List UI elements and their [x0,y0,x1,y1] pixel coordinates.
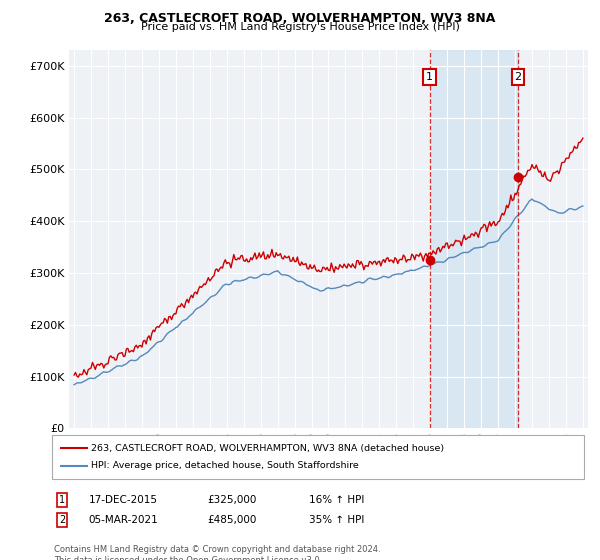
Text: 16% ↑ HPI: 16% ↑ HPI [309,495,364,505]
Text: 1: 1 [426,72,433,82]
Text: £325,000: £325,000 [207,495,256,505]
Text: 2: 2 [59,515,65,525]
Text: 17-DEC-2015: 17-DEC-2015 [89,495,158,505]
Text: 2: 2 [514,72,521,82]
Text: 35% ↑ HPI: 35% ↑ HPI [309,515,364,525]
Text: £485,000: £485,000 [207,515,256,525]
Text: HPI: Average price, detached house, South Staffordshire: HPI: Average price, detached house, Sout… [91,461,359,470]
Text: 263, CASTLECROFT ROAD, WOLVERHAMPTON, WV3 8NA (detached house): 263, CASTLECROFT ROAD, WOLVERHAMPTON, WV… [91,444,445,452]
Text: Contains HM Land Registry data © Crown copyright and database right 2024.
This d: Contains HM Land Registry data © Crown c… [54,545,380,560]
Text: Price paid vs. HM Land Registry's House Price Index (HPI): Price paid vs. HM Land Registry's House … [140,22,460,32]
Text: 1: 1 [59,495,65,505]
Text: 263, CASTLECROFT ROAD, WOLVERHAMPTON, WV3 8NA: 263, CASTLECROFT ROAD, WOLVERHAMPTON, WV… [104,12,496,25]
Bar [430,50,518,428]
Text: 05-MAR-2021: 05-MAR-2021 [89,515,158,525]
